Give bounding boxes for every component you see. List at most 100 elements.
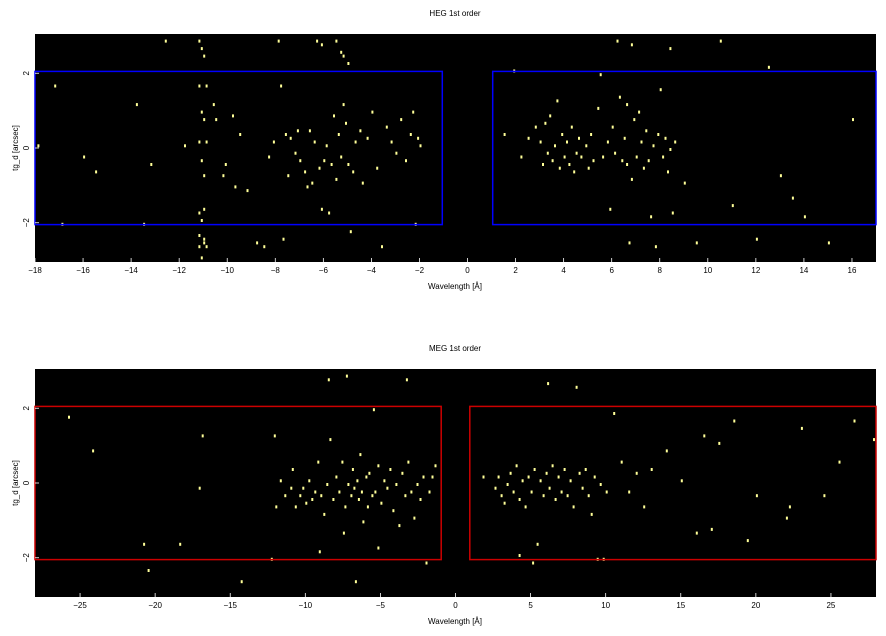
data-point (347, 163, 350, 166)
data-point (282, 237, 285, 241)
x-tick-label: 25 (826, 601, 835, 610)
data-point (557, 475, 560, 479)
data-point (609, 207, 612, 211)
data-point (404, 494, 407, 498)
heg-x-ticks: −18 −16 −14 −12 −10 −8 −6 −4 −2 0 2 4 6 8 10 12 14 16 (28, 258, 857, 275)
data-point (428, 490, 431, 494)
data-point (587, 494, 590, 498)
data-point (381, 245, 383, 249)
data-point (580, 155, 583, 159)
data-point (563, 155, 566, 159)
data-point (630, 177, 633, 181)
data-point (635, 471, 638, 475)
x-tick-label: −8 (271, 266, 281, 275)
data-point (560, 490, 563, 494)
data-point (575, 385, 578, 389)
data-point (512, 490, 515, 494)
data-point (280, 84, 283, 88)
y-tick-label: 0 (22, 145, 31, 150)
heg-x-axis-label: Wavelength [Å] (428, 282, 482, 291)
data-point (518, 554, 521, 557)
data-point (599, 483, 602, 486)
data-point (354, 140, 357, 144)
data-point (416, 483, 419, 486)
data-point (520, 155, 523, 159)
data-point (628, 490, 631, 494)
data-point (350, 494, 353, 498)
data-point (200, 219, 203, 222)
data-point (320, 494, 323, 498)
data-point (68, 415, 70, 419)
data-point (371, 494, 374, 498)
data-point (398, 524, 401, 528)
data-point (239, 133, 242, 136)
data-point (827, 241, 830, 245)
data-point (198, 211, 201, 215)
extraction-region-plus (469, 405, 877, 561)
data-point (572, 505, 575, 509)
data-point (347, 483, 350, 486)
data-point (500, 494, 503, 498)
x-tick-label: 5 (528, 601, 533, 610)
data-point (279, 479, 282, 483)
data-point (657, 133, 660, 136)
data-point (788, 505, 791, 509)
data-point (376, 166, 379, 170)
data-point (304, 170, 307, 174)
data-point (284, 494, 287, 498)
data-point (405, 159, 407, 163)
data-point (390, 140, 393, 144)
data-point (198, 140, 201, 144)
data-point (497, 475, 500, 479)
data-point (767, 65, 770, 69)
data-point (566, 140, 568, 144)
data-point (618, 95, 621, 99)
data-point (873, 438, 875, 442)
data-point (671, 211, 674, 215)
data-point (256, 241, 259, 245)
data-point (703, 434, 706, 438)
x-tick-label: 0 (465, 266, 470, 275)
data-point (556, 99, 559, 103)
data-point (205, 84, 208, 88)
x-tick-label: 10 (601, 601, 610, 610)
x-tick-label: 8 (658, 266, 663, 275)
data-point (503, 133, 506, 136)
data-point (733, 419, 736, 423)
data-point (547, 382, 550, 386)
data-point (410, 490, 413, 494)
data-point (659, 88, 662, 92)
data-point (616, 39, 619, 43)
data-point (413, 516, 416, 520)
data-point (203, 118, 206, 122)
data-point (329, 438, 332, 442)
data-point (198, 84, 201, 88)
data-point (395, 483, 398, 486)
data-point (203, 174, 206, 178)
data-point (380, 501, 383, 505)
data-point (584, 468, 587, 471)
data-point (664, 136, 667, 140)
data-point (551, 464, 554, 468)
data-point (340, 50, 343, 54)
data-point (198, 245, 201, 249)
x-tick-label: −18 (28, 266, 42, 275)
data-point (353, 486, 356, 490)
data-point (335, 39, 338, 43)
data-point (527, 475, 530, 479)
data-point (222, 174, 225, 178)
data-point (563, 468, 566, 471)
data-point (200, 159, 203, 163)
data-point (340, 155, 343, 159)
data-point (333, 114, 335, 118)
data-point (611, 125, 614, 129)
data-point (533, 468, 536, 471)
data-point (294, 151, 297, 155)
data-point (356, 479, 359, 483)
data-point (275, 505, 278, 509)
data-point (342, 103, 345, 107)
data-point (147, 569, 150, 572)
data-point (198, 486, 201, 490)
x-tick-label: 6 (609, 266, 614, 275)
data-point (667, 170, 669, 174)
